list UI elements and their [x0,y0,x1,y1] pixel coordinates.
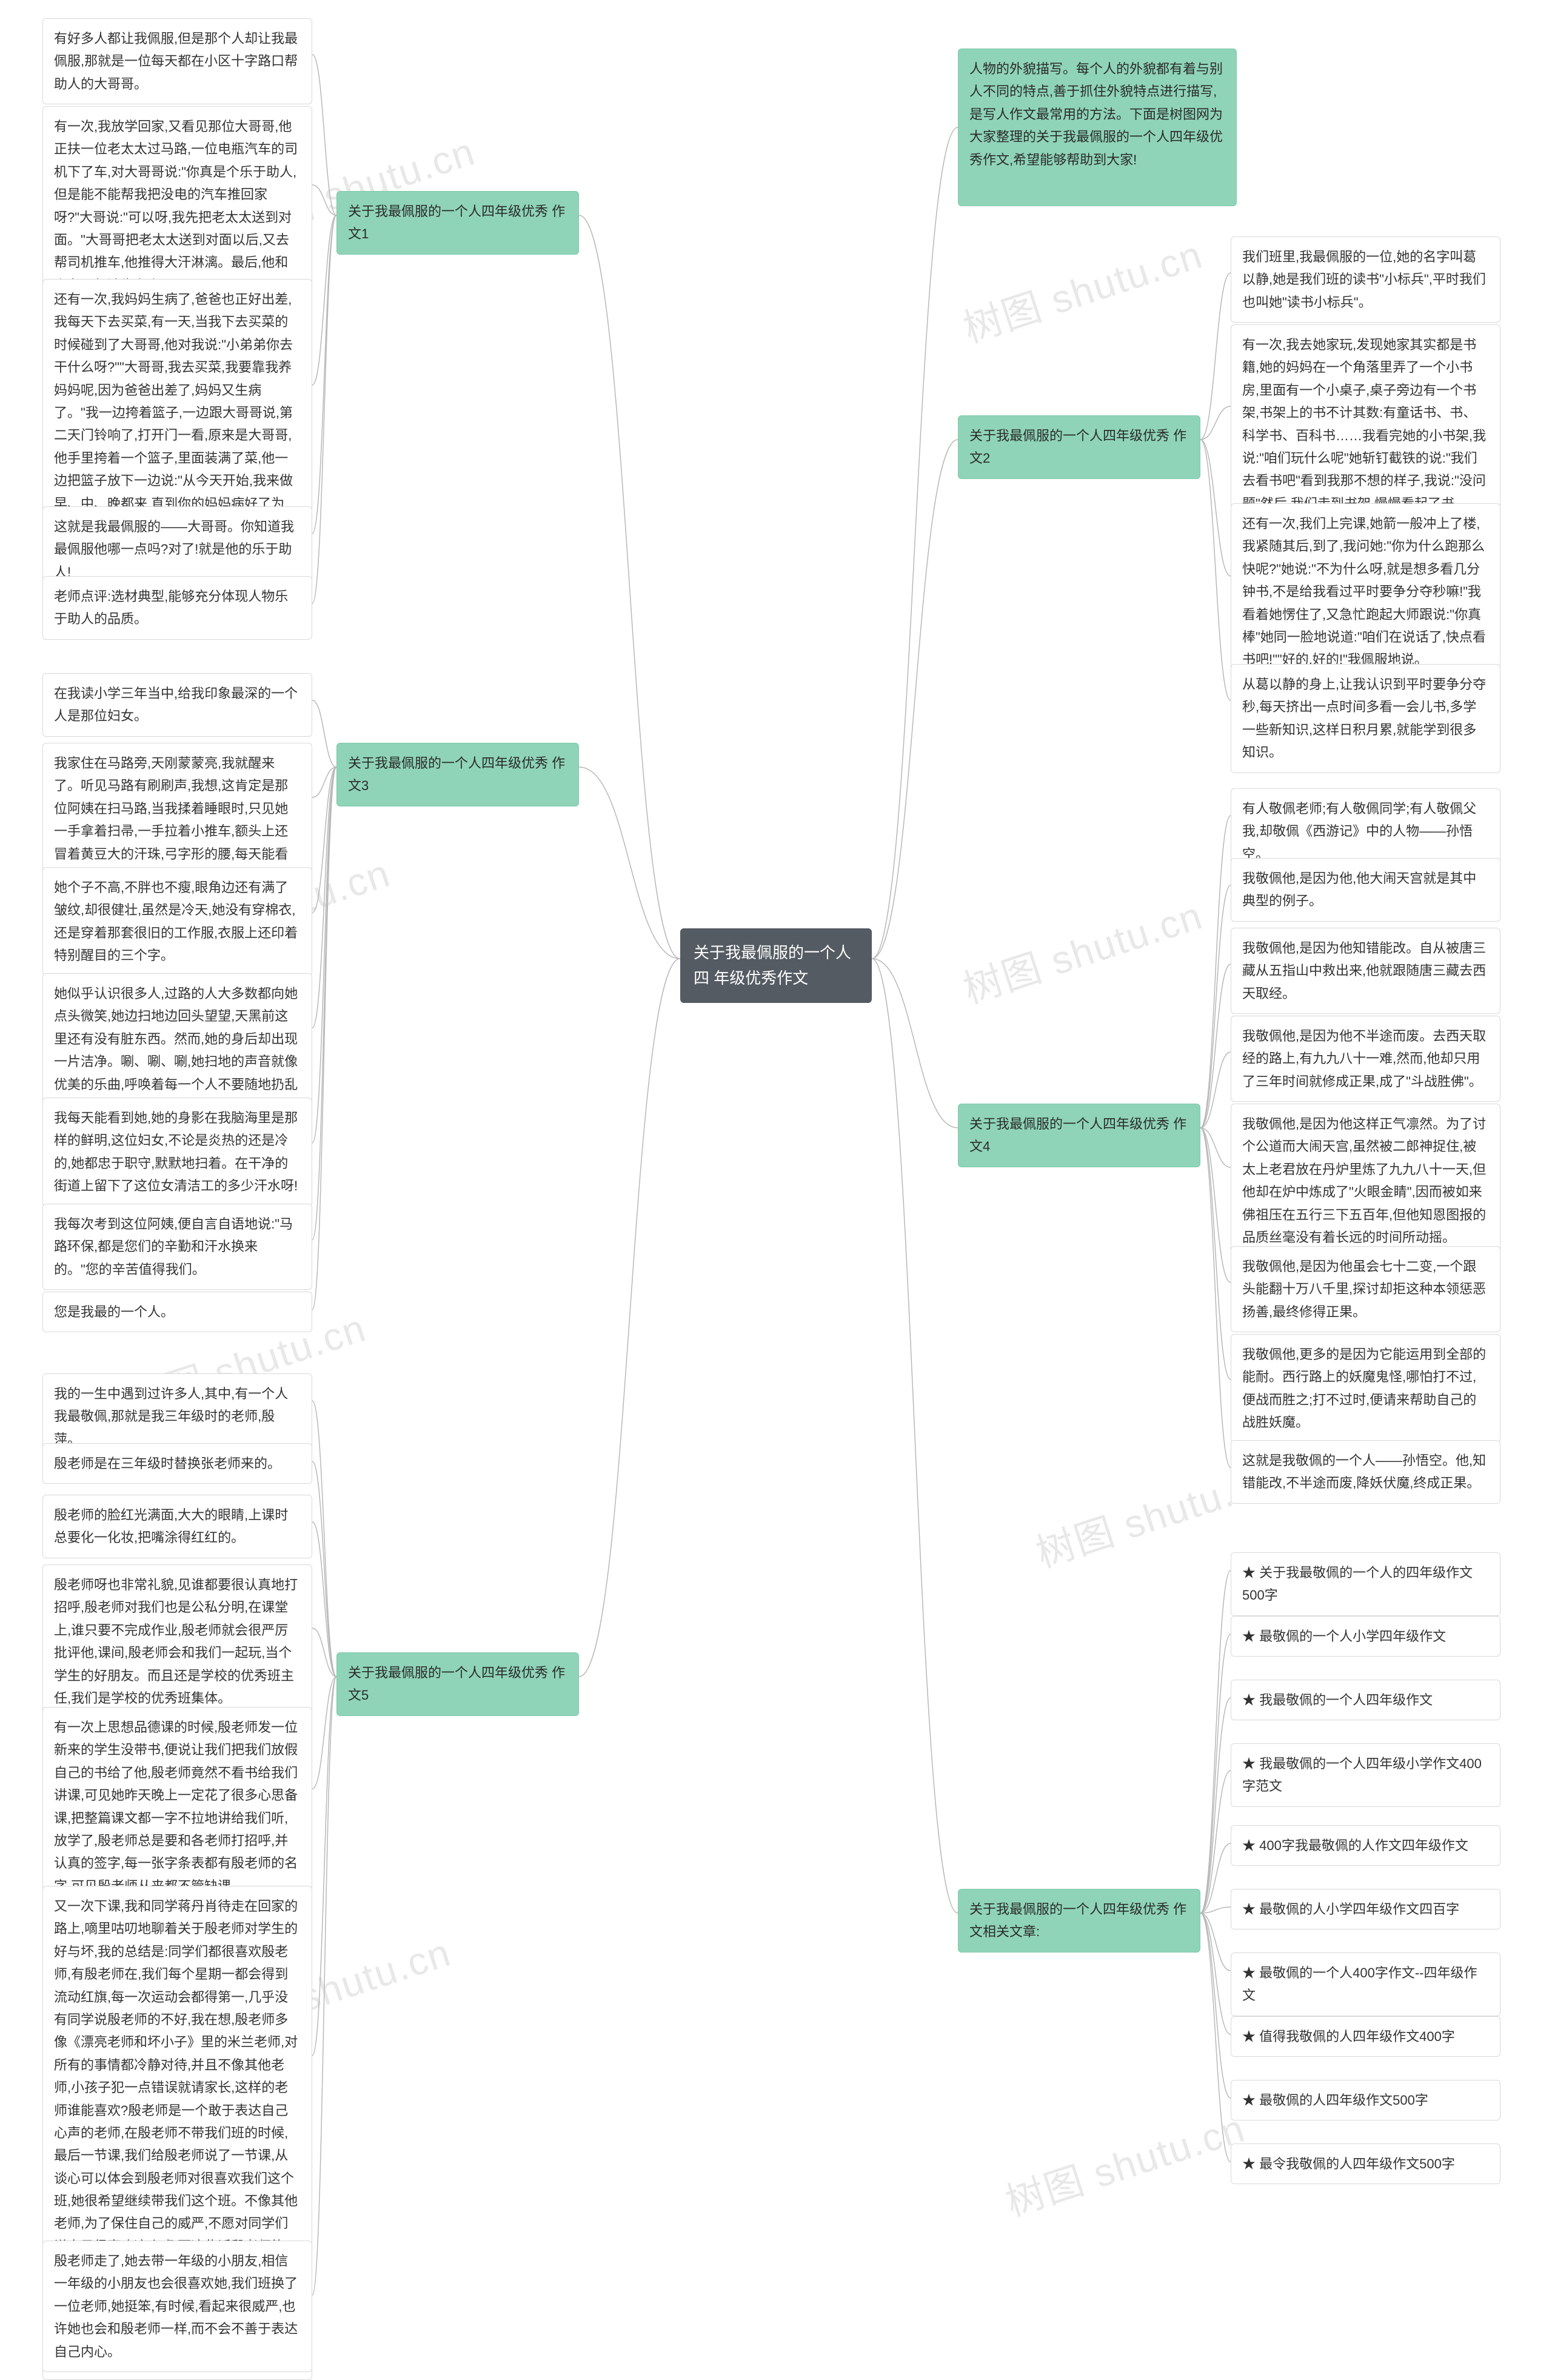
leaf-t4-7: 这就是我敬佩的一个人——孙悟空。他,知错能改,不半途而废,降妖伏魔,终成正果。 [1231,1440,1500,1504]
leaf-t1-0: 有好多人都让我佩服,但是那个人却让我最佩服,那就是一位每天都在小区十字路口帮助人… [42,18,312,104]
leaf-t5-4: 有一次上思想品德课的时候,殷老师发一位新来的学生没带书,便说让我们把我们放假自己… [42,1707,312,1906]
section-title-t3: 关于我最佩服的一个人四年级优秀 作文3 [336,743,579,806]
watermark: 树图 shutu.cn [955,224,1209,354]
leaf-t3-2: 她个子不高,不胖也不瘦,眼角边还有满了皱纹,却很健壮,虽然是冷天,她没有穿棉衣,… [42,867,312,976]
leaf-t4-4: 我敬佩他,是因为他这样正气凛然。为了讨个公道而大闹天宫,虽然被二郎神捉住,被太上… [1231,1104,1500,1258]
section-title-t4: 关于我最佩服的一个人四年级优秀 作文4 [958,1104,1200,1167]
leaf-rel-6: ★ 最敬佩的一个人400字作文--四年级作文 [1231,1953,1500,2016]
leaf-rel-7: ★ 值得我敬佩的人四年级作文400字 [1231,2016,1500,2057]
leaf-t5-2: 殷老师的脸红光满面,大大的眼睛,上课时总要化一化妆,把嘴涂得红红的。 [42,1495,312,1558]
leaf-t2-3: 从葛以静的身上,让我认识到平时要争分夺秒,每天挤出一点时间多看一会儿书,多学一些… [1231,664,1500,773]
center-topic: 关于我最佩服的一个人四 年级优秀作文 [680,928,872,1003]
leaf-t4-6: 我敬佩他,更多的是因为它能运用到全部的能耐。西行路上的妖魔鬼怪,哪怕打不过,便战… [1231,1334,1500,1443]
leaf-t4-5: 我敬佩他,是因为他虽会七十二变,一个跟头能翻十万八千里,探讨却拒这种本领惩恶扬善… [1231,1246,1500,1332]
watermark: 树图 shutu.cn [998,2097,1251,2227]
leaf-rel-4: ★ 400字我最敬佩的人作文四年级作文 [1231,1825,1500,1866]
leaf-t5-1: 殷老师是在三年级时替换张老师来的。 [42,1443,312,1484]
leaf-rel-3: ★ 我最敬佩的一个人四年级小学作文400字范文 [1231,1743,1500,1807]
leaf-rel-0: ★ 关于我最敬佩的一个人的四年级作文500字 [1231,1552,1500,1616]
watermark: 树图 shutu.cn [955,885,1209,1014]
leaf-t1-4: 老师点评:选材典型,能够充分体现人物乐于助人的品质。 [42,576,312,640]
leaf-rel-2: ★ 我最敬佩的一个人四年级作文 [1231,1680,1500,1720]
section-title-t1: 关于我最佩服的一个人四年级优秀 作文1 [336,191,579,255]
leaf-t4-1: 我敬佩他,是因为他,他大闹天宫就是其中典型的例子。 [1231,858,1500,922]
leaf-rel-8: ★ 最敬佩的人四年级作文500字 [1231,2080,1500,2120]
section-title-t5: 关于我最佩服的一个人四年级优秀 作文5 [336,1652,579,1716]
leaf-t4-3: 我敬佩他,是因为他不半途而废。去西天取经的路上,有九九八十一难,然而,他却只用了… [1231,1016,1500,1102]
leaf-t2-1: 有一次,我去她家玩,发现她家其实都是书籍,她的妈妈在一个角落里弄了一个小书房,里… [1231,324,1500,524]
section-title-rel: 关于我最佩服的一个人四年级优秀 作文相关文章: [958,1889,1200,1953]
leaf-t2-2: 还有一次,我们上完课,她箭一般冲上了楼,我紧随其后,到了,我问她:"你为什么跑那… [1231,503,1500,680]
leaf-t3-6: 您是我最的一个人。 [42,1292,312,1332]
leaf-t5-3: 殷老师呀也非常礼貌,见谁都要很认真地打招呼,殷老师对我们也是公私分明,在课堂上,… [42,1564,312,1718]
section-title-t2: 关于我最佩服的一个人四年级优秀 作文2 [958,415,1200,479]
intro-note: 人物的外貌描写。每个人的外貌都有着与别人不同的特点,善于抓住外貌特点进行描写,是… [958,49,1237,206]
leaf-t2-0: 我们班里,我最佩服的一位,她的名字叫葛以静,她是我们班的读书"小标兵",平时我们… [1231,236,1500,323]
leaf-t3-0: 在我读小学三年当中,给我印象最深的一个人是那位妇女。 [42,673,312,737]
leaf-t5-6: 殷老师走了,她去带一年级的小朋友,相信一年级的小朋友也会很喜欢她,我们班换了一位… [42,2241,312,2372]
leaf-t4-2: 我敬佩他,是因为他知错能改。自从被唐三藏从五指山中救出来,他就跟随唐三藏去西天取… [1231,928,1500,1014]
leaf-t3-4: 我每天能看到她,她的身影在我脑海里是那样的鲜明,这位妇女,不论是炎热的还是冷的,… [42,1098,312,1207]
leaf-t3-5: 我每次考到这位阿姨,便自言自语地说:"马路环保,都是您们的辛勤和汗水换来的。"您… [42,1204,312,1290]
leaf-rel-9: ★ 最令我敬佩的人四年级作文500字 [1231,2144,1500,2184]
leaf-rel-5: ★ 最敬佩的人小学四年级作文四百字 [1231,1889,1500,1929]
leaf-rel-1: ★ 最敬佩的一个人小学四年级作文 [1231,1616,1500,1657]
leaf-t1-1: 有一次,我放学回家,又看见那位大哥哥,他正扶一位老太太过马路,一位电瓶汽车的司机… [42,106,312,306]
